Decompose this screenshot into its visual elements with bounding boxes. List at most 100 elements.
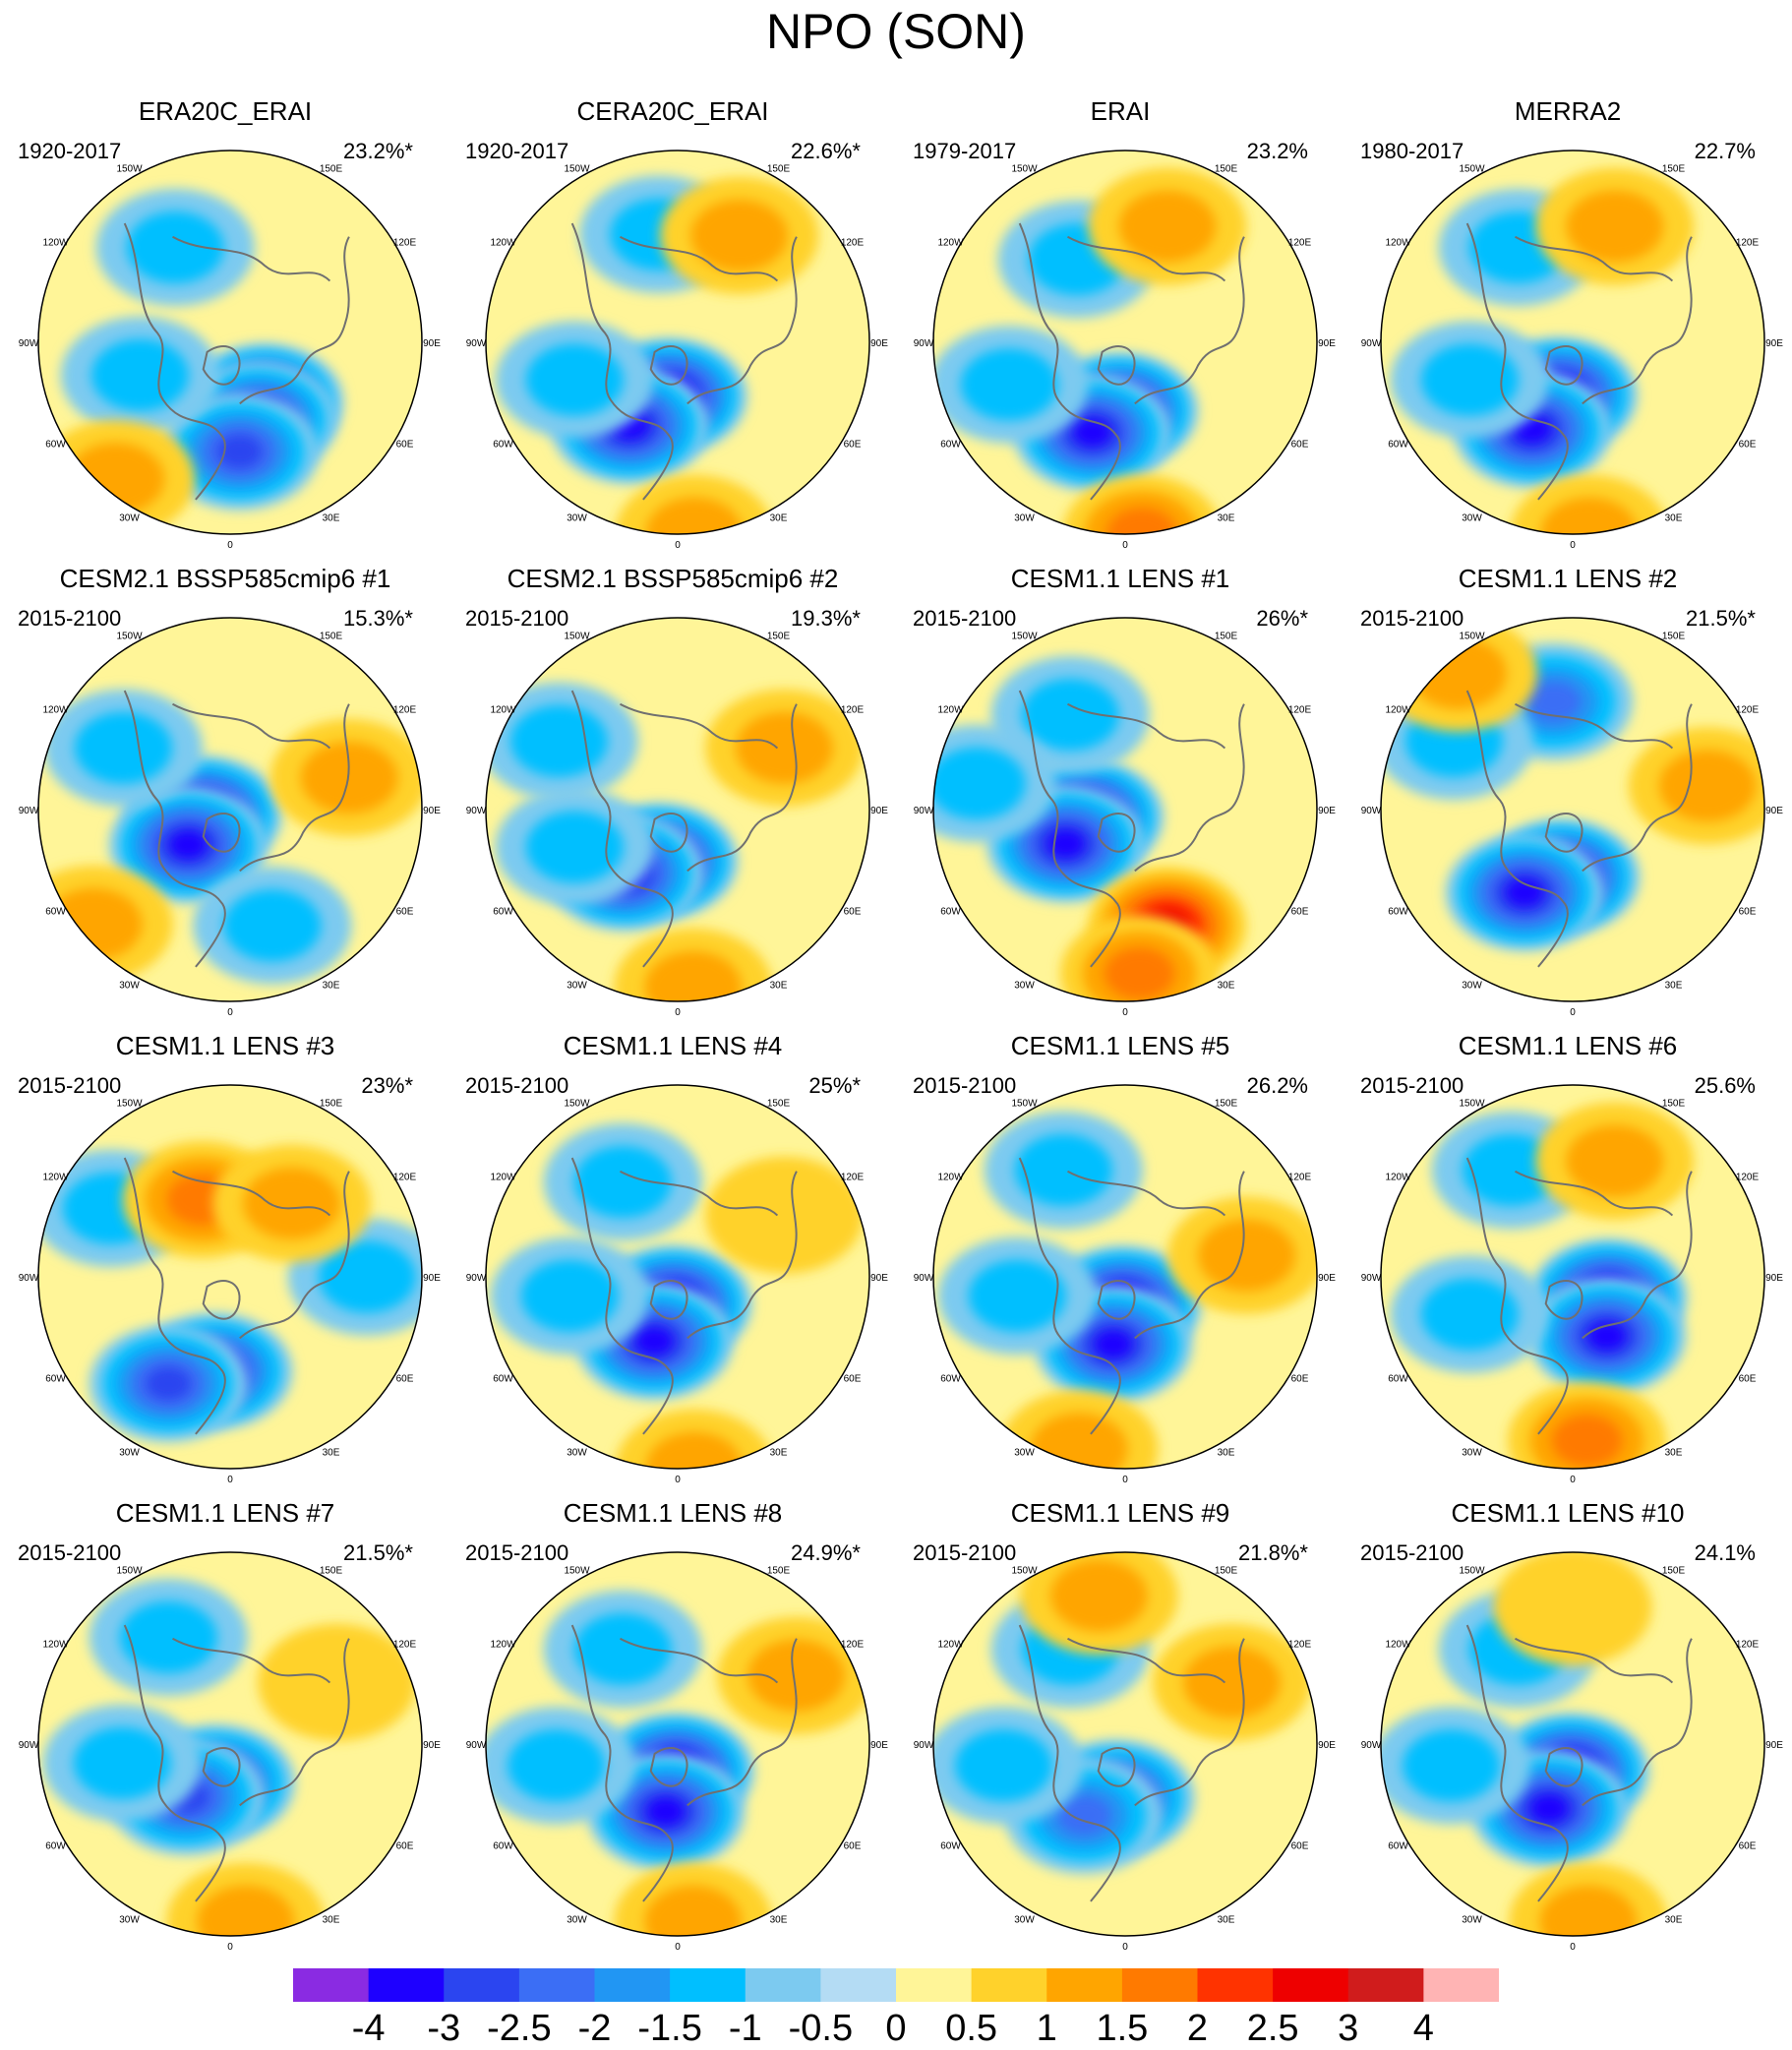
- panel-variance: 19.3%*: [791, 606, 861, 631]
- coastline: [570, 1624, 674, 1902]
- map-frame: [932, 617, 1318, 1002]
- anomaly-contour: [968, 1259, 1066, 1332]
- longitude-label: 120W: [1385, 705, 1411, 716]
- anomaly-contour: [1014, 1133, 1112, 1207]
- polar-map: 180 150E 120E 90E 60E 30E 0 30W 60W 90W 120W 150W: [466, 613, 889, 1016]
- anomaly-contour: [1566, 1124, 1664, 1197]
- coastline: [620, 235, 779, 282]
- anomaly-contour: [1183, 1646, 1282, 1718]
- longitude-label: 90E: [1765, 1273, 1783, 1284]
- longitude-label: 150E: [320, 164, 343, 175]
- panel-period: 2015-2100: [1360, 1540, 1464, 1565]
- longitude-label: 0: [1570, 1007, 1576, 1016]
- anomaly-contour: [73, 1726, 171, 1799]
- panel-variance: 25%*: [808, 1073, 861, 1098]
- coastline: [1544, 345, 1583, 386]
- map-frame: [37, 1084, 423, 1470]
- longitude-label: 90E: [1318, 1740, 1336, 1751]
- longitude-label: 90W: [1361, 806, 1382, 816]
- panel-period: 2015-2100: [465, 1540, 569, 1565]
- longitude-label: 60W: [493, 1841, 513, 1852]
- polar-map: 180 150E 120E 90E 60E 30E 0 30W 60W 90W 120W 150W: [466, 146, 889, 549]
- longitude-label: 0: [1122, 1942, 1128, 1951]
- anomaly-contour: [1030, 1413, 1128, 1469]
- longitude-label: 120W: [490, 238, 516, 249]
- anomaly-contour: [690, 199, 789, 272]
- panel-title: CERA20C_ERAI: [576, 96, 769, 126]
- longitude-label: 120E: [1288, 1640, 1312, 1651]
- longitude-label: 120W: [490, 705, 516, 716]
- anomaly-contour: [1551, 1415, 1623, 1467]
- panel-variance: 22.6%*: [791, 139, 861, 163]
- longitude-label: 60E: [1739, 1374, 1757, 1385]
- panel-period: 2015-2100: [1360, 606, 1464, 631]
- map-panel: CESM2.1 BSSP585cmip6 #22015-210019.3%*18…: [461, 554, 888, 1016]
- longitude-label: 60W: [940, 1374, 961, 1385]
- coastline: [1582, 1638, 1693, 1807]
- map-frame: [485, 150, 870, 535]
- longitude-label: 180: [222, 1080, 239, 1082]
- panel-title: ERAI: [1090, 96, 1151, 126]
- anomaly-contour: [1462, 1133, 1560, 1207]
- longitude-label: 120E: [1736, 1173, 1760, 1183]
- polar-map: 180 150E 120E 90E 60E 30E 0 30W 60W 90W 120W 150W: [19, 1547, 442, 1951]
- colorbar-label: 0.5: [945, 2008, 998, 2049]
- panel-period: 2015-2100: [913, 1540, 1017, 1565]
- longitude-label: 30W: [1014, 1915, 1035, 1926]
- longitude-label: 120W: [937, 705, 964, 716]
- map-panel: CESM1.1 LENS #1 2015-2100 26%* 180 150E 120E 9…: [909, 554, 1336, 1016]
- longitude-label: 30W: [567, 1448, 587, 1459]
- map-frame: [1380, 150, 1765, 535]
- longitude-label: 150W: [116, 632, 143, 642]
- coastline: [1582, 1171, 1693, 1340]
- longitude-label: 0: [227, 1942, 233, 1951]
- coastline: [1465, 1157, 1569, 1435]
- longitude-label: 90E: [870, 806, 888, 816]
- longitude-label: 60W: [493, 440, 513, 451]
- longitude-label: 60W: [1388, 440, 1408, 451]
- map-frame: [1380, 617, 1765, 1002]
- longitude-label: 120E: [1736, 238, 1760, 249]
- anomaly-contour: [74, 711, 172, 784]
- coastline: [620, 1637, 779, 1684]
- map-panel: CESM1.1 LENS #6 2015-2100 25.6% 180 150E 120E…: [1356, 1021, 1783, 1483]
- coastline: [1018, 690, 1121, 968]
- longitude-label: 150E: [1215, 632, 1238, 642]
- colorbar-swatch: [1423, 1968, 1499, 2002]
- longitude-label: 150W: [1459, 164, 1485, 175]
- longitude-label: 120E: [841, 1173, 865, 1183]
- colorbar-label: -1: [728, 2008, 762, 2049]
- longitude-label: 120W: [490, 1173, 516, 1183]
- panel-period: 2015-2100: [18, 606, 122, 631]
- panel-variance: 23%*: [361, 1073, 413, 1098]
- longitude-label: 180: [670, 1547, 687, 1549]
- longitude-label: 30W: [1462, 513, 1482, 524]
- longitude-label: 90W: [466, 1273, 487, 1284]
- anomaly-contour: [509, 704, 608, 777]
- longitude-label: 90W: [914, 1273, 934, 1284]
- longitude-label: 30W: [1014, 981, 1035, 992]
- coastline: [1465, 690, 1569, 968]
- coastline: [649, 1747, 688, 1787]
- longitude-label: 60W: [1388, 1841, 1408, 1852]
- coastline: [649, 1280, 688, 1320]
- map-frame: [485, 617, 870, 1002]
- anomaly-contour: [1566, 190, 1664, 263]
- anomaly-contour: [644, 1885, 743, 1936]
- longitude-label: 60E: [844, 440, 862, 451]
- coastline: [123, 1157, 226, 1435]
- panel-variance: 21.5%*: [1686, 606, 1756, 631]
- coastline: [1515, 1637, 1674, 1684]
- colorbar-label: -2.5: [487, 2008, 552, 2049]
- anomaly-contour: [67, 443, 165, 515]
- coastline: [1465, 222, 1569, 501]
- panel-title: CESM1.1 LENS #5: [1010, 1031, 1230, 1060]
- map-panel: CESM1.1 LENS #10 2015-2100 24.1% 180 150E 120…: [1356, 1488, 1783, 1951]
- coastline: [687, 236, 798, 405]
- polar-map: 180 150E 120E 90E 60E 30E 0 30W 60W 90W 120W 150W: [466, 1547, 889, 1951]
- longitude-label: 30E: [1665, 1915, 1683, 1926]
- colorbar-label: 0: [885, 2008, 907, 2049]
- map-panel: CESM1.1 LENS #4 2015-2100 25%* 180 150E 120E 9…: [461, 1021, 888, 1483]
- longitude-label: 0: [1570, 540, 1576, 549]
- panel-variance: 21.5%*: [343, 1540, 413, 1565]
